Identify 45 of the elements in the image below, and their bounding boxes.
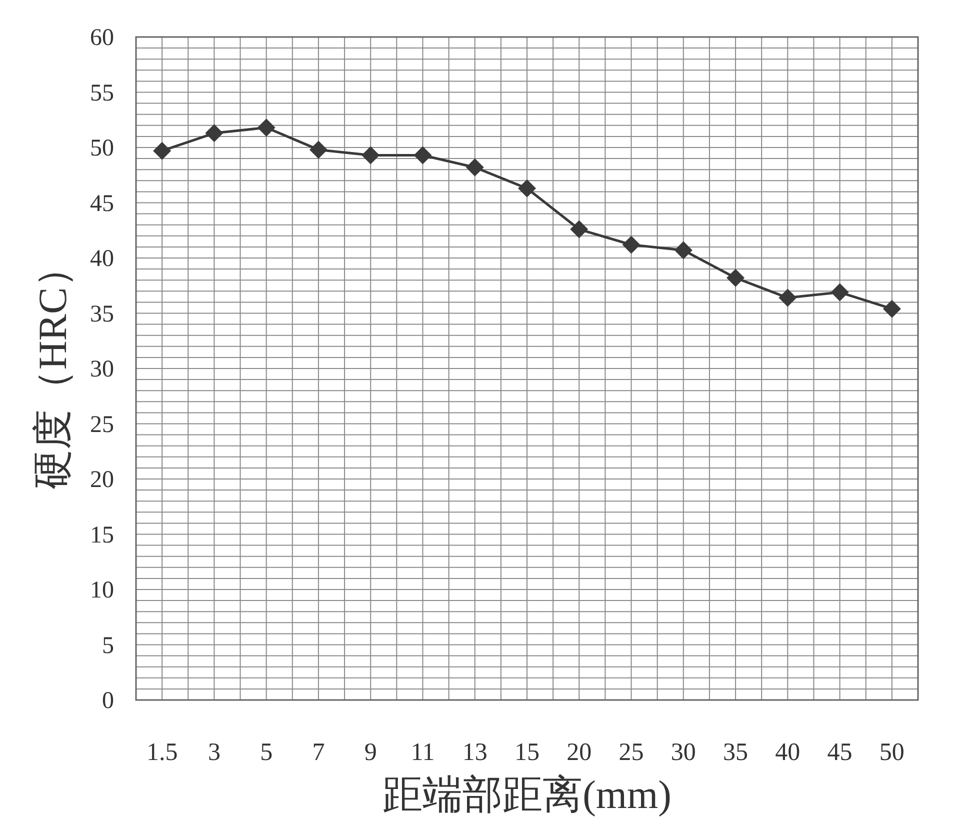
y-axis-title: 硬度（HRC） [30,247,75,490]
y-tick-label: 50 [90,136,114,162]
y-tick-label: 55 [90,80,114,106]
y-tick-label: 0 [102,688,114,714]
x-tick-label: 25 [618,739,644,766]
x-tick-label: 3 [208,739,220,766]
y-tick-label: 10 [90,578,114,604]
x-tick-label: 30 [670,739,696,766]
x-tick-label: 7 [312,739,325,766]
point [726,268,745,287]
point [362,146,380,164]
x-tick-label: 50 [879,739,904,766]
x-axis-title: 距端部距离(mm) [382,772,672,817]
point [570,220,588,238]
x-tick-label: 11 [410,739,435,766]
x-tick-label: 40 [775,739,800,766]
y-tick-label: 25 [90,412,114,438]
x-tick-label: 5 [260,739,273,766]
point [882,300,901,318]
x-tick-label: 20 [566,739,592,766]
point [466,158,484,176]
point [622,236,640,254]
x-tick-label: 35 [723,739,748,766]
y-tick-label: 40 [90,246,114,272]
point [674,241,692,260]
point [414,146,432,164]
y-tick-label: 20 [90,467,114,493]
point [153,142,172,160]
point [778,288,797,307]
point [518,179,536,198]
y-tick-label: 60 [90,25,114,51]
x-tick-label: 1.5 [146,739,178,766]
point [309,140,328,159]
x-tick-label: 45 [827,739,852,766]
x-tick-label: 9 [364,739,377,766]
y-tick-label: 35 [90,301,114,328]
point [205,124,224,142]
y-tick-label: 30 [90,356,114,382]
point [830,283,849,302]
y-tick-label: 15 [90,522,114,548]
y-tick-label: 5 [102,632,114,659]
point [257,118,276,137]
y-tick-label: 45 [90,190,114,217]
x-tick-label: 13 [462,739,488,766]
x-tick-label: 15 [514,739,540,766]
